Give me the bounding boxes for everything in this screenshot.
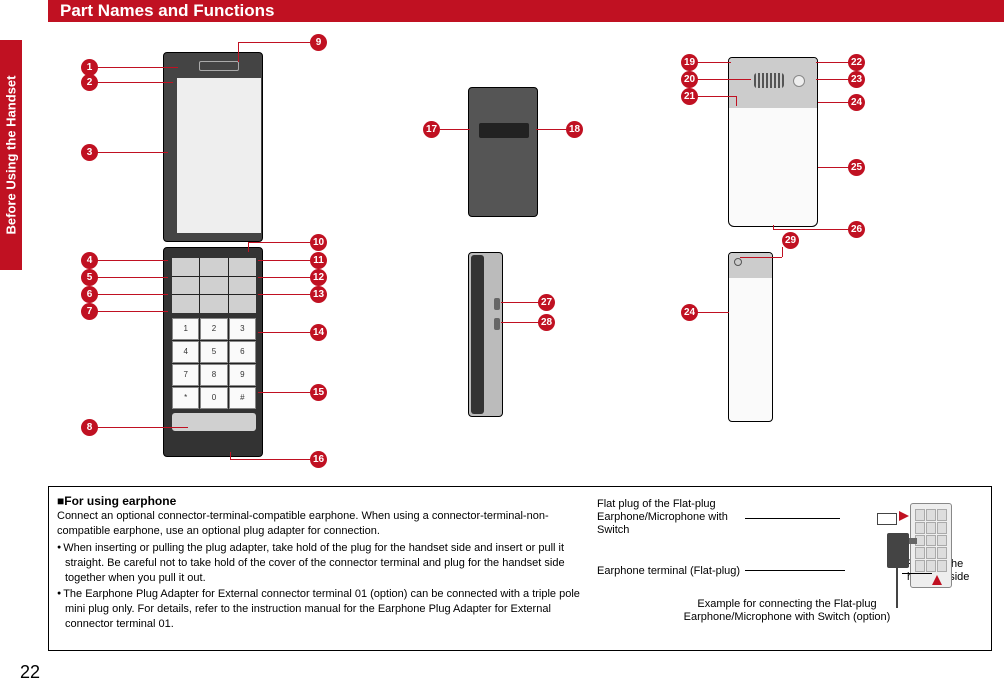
phone-closed-front-illustration	[468, 87, 538, 217]
callout-27: 27	[538, 294, 555, 311]
callout-6: 6	[81, 286, 98, 303]
callout-15: 15	[310, 384, 327, 401]
callout-22: 22	[848, 54, 865, 71]
page-title-bar: Part Names and Functions	[48, 0, 1004, 22]
phone-closed-side-illustration	[468, 252, 503, 417]
callout-13: 13	[310, 286, 327, 303]
info-heading: ■For using earphone	[57, 493, 597, 509]
info-bullet-1: When inserting or pulling the plug adapt…	[57, 541, 597, 586]
callout-26: 26	[848, 221, 865, 238]
callout-2: 2	[81, 74, 98, 91]
callout-9: 9	[310, 34, 327, 51]
callout-28: 28	[538, 314, 555, 331]
callout-17: 17	[423, 121, 440, 138]
page-number: 22	[20, 662, 40, 683]
label-example: Example for connecting the Flat-plug Ear…	[662, 598, 912, 624]
label-terminal: Earphone terminal (Flat-plug)	[597, 565, 740, 578]
label-flat-plug: Flat plug of the Flat-plug Earphone/Micr…	[597, 498, 747, 538]
callout-3: 3	[81, 144, 98, 161]
callout-21: 21	[681, 88, 698, 105]
callout-29: 29	[782, 232, 799, 249]
callout-7: 7	[81, 303, 98, 320]
section-tab-label: Before Using the Handset	[4, 76, 19, 235]
phone-back-bottom-illustration	[728, 252, 773, 422]
callout-24b: 24	[681, 304, 698, 321]
callout-19: 19	[681, 54, 698, 71]
callout-18: 18	[566, 121, 583, 138]
info-bullet-2: The Earphone Plug Adapter for External c…	[57, 587, 597, 632]
callout-14: 14	[310, 324, 327, 341]
connector-diagram	[857, 503, 952, 593]
callout-5: 5	[81, 269, 98, 286]
keypad-function-keys	[172, 258, 256, 313]
callout-4: 4	[81, 252, 98, 269]
page-title: Part Names and Functions	[60, 1, 274, 20]
phone-back-illustration	[728, 57, 818, 227]
phone-open-illustration: 123 456 789 *0#	[158, 52, 268, 462]
earphone-info-box: ■For using earphone Connect an optional …	[48, 486, 992, 651]
section-tab: Before Using the Handset	[0, 40, 22, 270]
callout-20: 20	[681, 71, 698, 88]
callout-23: 23	[848, 71, 865, 88]
callout-11: 11	[310, 252, 327, 269]
info-para: Connect an optional connector-terminal-c…	[57, 509, 597, 539]
callout-8: 8	[81, 419, 98, 436]
callout-24: 24	[848, 94, 865, 111]
callout-16: 16	[310, 451, 327, 468]
callout-10: 10	[310, 234, 327, 251]
callout-25: 25	[848, 159, 865, 176]
callout-12: 12	[310, 269, 327, 286]
keypad-numeric: 123 456 789 *0#	[172, 318, 256, 408]
